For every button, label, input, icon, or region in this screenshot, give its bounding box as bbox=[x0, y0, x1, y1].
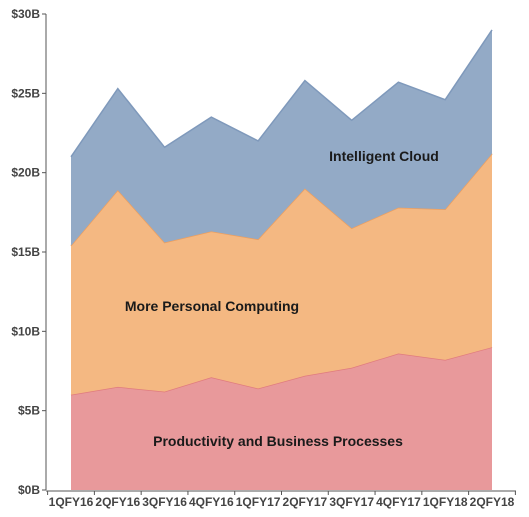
y-tick-label: $0B bbox=[18, 483, 40, 497]
series-label-personal-computing: More Personal Computing bbox=[125, 298, 299, 314]
x-tick-label: 1QFY17 bbox=[236, 495, 281, 509]
area-layer bbox=[70, 29, 493, 490]
area-productivity bbox=[71, 347, 492, 490]
y-tick-label: $25B bbox=[11, 86, 40, 100]
series-label-intelligent-cloud: Intelligent Cloud bbox=[329, 148, 439, 164]
area-personal-computing bbox=[71, 153, 492, 395]
series-labels: Productivity and Business Processes More… bbox=[125, 148, 439, 449]
series-label-productivity: Productivity and Business Processes bbox=[153, 433, 403, 449]
x-tick-label: 3QFY16 bbox=[142, 495, 187, 509]
x-tick-label: 3QFY17 bbox=[329, 495, 374, 509]
area-edge-intelligent-cloud bbox=[70, 29, 493, 158]
y-tick-label: $5B bbox=[18, 404, 40, 418]
x-tick-label: 2QFY16 bbox=[95, 495, 140, 509]
x-tick-label: 4QFY17 bbox=[376, 495, 421, 509]
x-tick-label: 2QFY17 bbox=[283, 495, 328, 509]
x-axis: 1QFY16 2QFY16 3QFY16 4QFY16 1QFY17 2QFY17 3QFY… bbox=[46, 490, 516, 509]
area-intelligent-cloud bbox=[71, 29, 492, 246]
x-tick-label: 2QFY18 bbox=[470, 495, 515, 509]
y-axis: $0B $5B $10B $15B $20B $25B $30B bbox=[11, 7, 47, 497]
x-tick-label: 1QFY18 bbox=[423, 495, 468, 509]
y-tick-label: $30B bbox=[11, 7, 40, 21]
x-tick-label: 4QFY16 bbox=[189, 495, 234, 509]
y-tick-label: $15B bbox=[11, 245, 40, 259]
x-tick-label: 1QFY16 bbox=[49, 495, 94, 509]
y-tick-label: $10B bbox=[11, 324, 40, 338]
y-tick-label: $20B bbox=[11, 166, 40, 180]
